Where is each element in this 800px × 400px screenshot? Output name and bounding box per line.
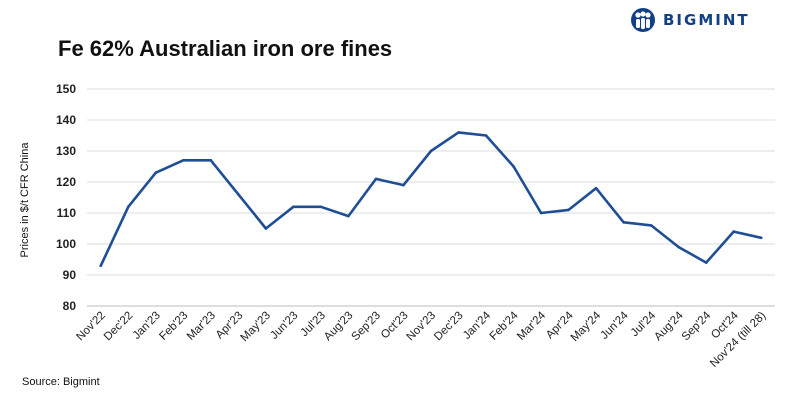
- x-tick-label: Mar'24: [515, 309, 549, 343]
- data-point: [347, 214, 350, 218]
- y-tick-label: 140: [56, 113, 76, 127]
- x-tick-label: May'23: [239, 310, 273, 344]
- x-tick-label: Jun'24: [599, 309, 632, 342]
- data-point: [154, 171, 158, 174]
- data-point: [99, 264, 103, 268]
- bigmint-logo-icon: [631, 8, 655, 32]
- brand-logo: BIGMINT: [630, 8, 750, 32]
- x-tick-label: Jan'24: [461, 309, 494, 342]
- data-point: [237, 193, 240, 196]
- x-tick-label: May'24: [569, 309, 604, 344]
- data-point: [292, 205, 295, 209]
- x-tick-label: Mar'23: [185, 310, 218, 343]
- x-tick-label: Sep'24: [680, 309, 714, 343]
- y-tick-label: 100: [56, 237, 76, 251]
- data-point: [704, 261, 708, 264]
- data-point: [319, 205, 323, 209]
- x-tick-label: Nov'22: [74, 310, 108, 344]
- brand-name: BIGMINT: [663, 11, 750, 29]
- data-point: [457, 131, 460, 134]
- data-point: [677, 245, 680, 249]
- x-axis-ticks: Nov'22Dec'22Jan'23Feb'23Mar'23Apr'23May'…: [74, 309, 768, 370]
- series-line-group: [99, 131, 763, 268]
- x-tick-label: Feb'24: [488, 309, 522, 343]
- x-tick-label: Nov'23: [405, 310, 439, 344]
- x-tick-label: Feb'23: [157, 310, 190, 343]
- x-tick-label: Dec'23: [432, 310, 466, 344]
- y-tick-label: 120: [56, 175, 76, 189]
- data-point: [732, 230, 736, 233]
- data-point: [209, 159, 213, 162]
- chart-title: Fe 62% Australian iron ore fines: [58, 36, 393, 61]
- data-point: [429, 149, 433, 153]
- data-point: [512, 165, 515, 168]
- source-note: Source: Bigmint: [22, 376, 100, 388]
- x-tick-label: Jun'23: [268, 310, 300, 342]
- y-axis-ticks: 80 90 100 110 120 130 140 150: [56, 82, 76, 313]
- x-tick-label: Aug'23: [322, 310, 356, 344]
- data-point: [182, 159, 185, 162]
- data-point: [374, 177, 378, 181]
- data-point: [649, 224, 653, 227]
- x-tick-label: Aug'24: [652, 309, 686, 343]
- y-tick-label: 150: [56, 82, 76, 96]
- data-point: [622, 221, 625, 224]
- data-point: [759, 236, 763, 240]
- data-point: [484, 134, 488, 137]
- x-tick-label: Jan'23: [131, 310, 163, 342]
- series-line: [99, 131, 763, 268]
- x-tick-label: Dec'22: [102, 310, 136, 344]
- x-tick-label: Sep'23: [350, 310, 384, 344]
- y-axis-label: Prices in $/t CFR China: [19, 142, 31, 258]
- y-tick-label: 90: [63, 268, 77, 282]
- gridlines: [87, 88, 775, 307]
- data-point: [126, 205, 130, 209]
- y-tick-label: 130: [56, 144, 76, 158]
- y-tick-label: 110: [57, 206, 77, 220]
- data-point: [567, 208, 570, 212]
- data-point: [594, 186, 598, 190]
- data-point: [539, 211, 543, 215]
- data-point: [402, 183, 405, 187]
- y-tick-label: 80: [63, 299, 77, 313]
- data-point: [264, 227, 268, 230]
